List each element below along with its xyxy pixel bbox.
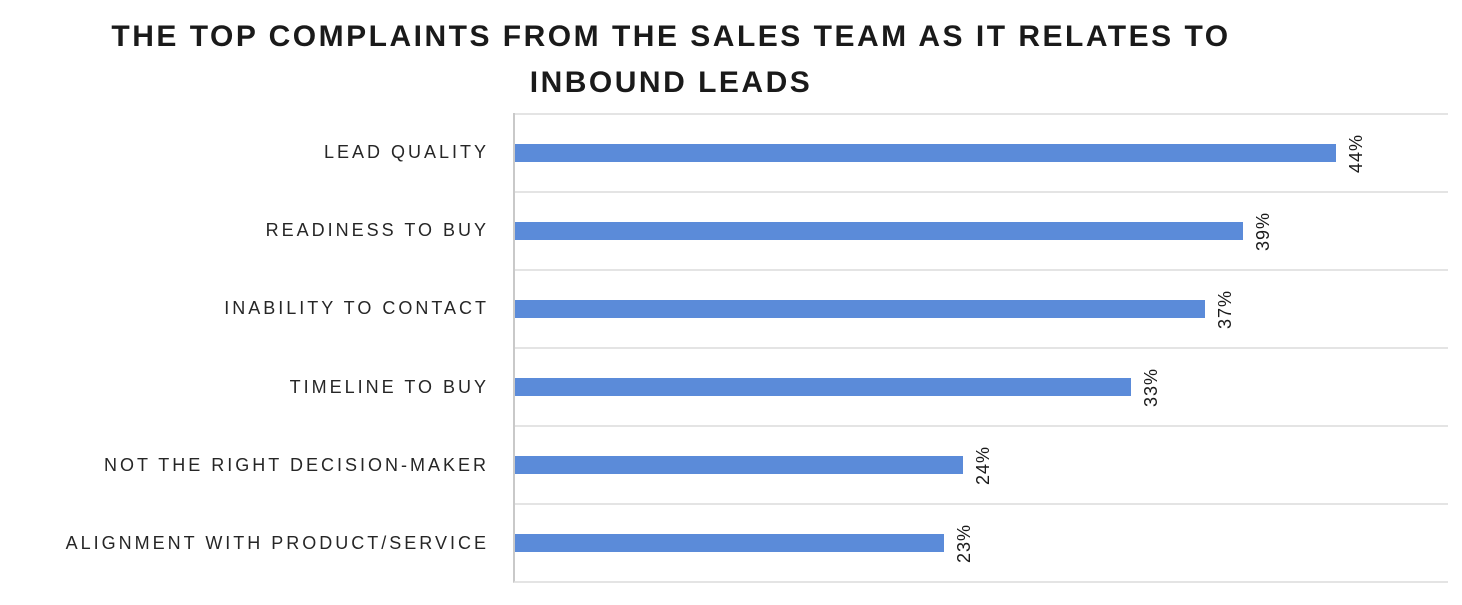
bar: [515, 222, 1243, 240]
plot-band: 23%: [515, 503, 1448, 581]
category-label: LEAD QUALITY: [323, 141, 489, 162]
category-label: NOT THE RIGHT DECISION-MAKER: [103, 454, 489, 475]
chart-title: THE TOP COMPLAINTS FROM THE SALES TEAM A…: [0, 14, 1342, 106]
plot-band: 39%: [515, 191, 1448, 269]
plot-area: 44% 39% 37% 33% 24% 23%: [513, 113, 1448, 583]
bar: [515, 534, 945, 552]
bar: [515, 456, 963, 474]
data-label: 44%: [1346, 133, 1367, 173]
data-label: 39%: [1252, 211, 1273, 251]
category-label: ALIGNMENT WITH PRODUCT/SERVICE: [65, 533, 489, 554]
bar: [515, 378, 1131, 396]
data-label: 33%: [1140, 367, 1161, 407]
category-axis-labels: LEAD QUALITY READINESS TO BUY INABILITY TO…: [0, 113, 489, 583]
plot-band: 37%: [515, 269, 1448, 347]
bar: [515, 300, 1206, 318]
data-label: 37%: [1215, 289, 1236, 329]
plot-band: 44%: [515, 113, 1448, 191]
plot-band: 24%: [515, 425, 1448, 503]
chart-title-line1: THE TOP COMPLAINTS FROM THE SALES TEAM A…: [111, 20, 1231, 53]
category-label: READINESS TO BUY: [265, 219, 489, 240]
category-label: TIMELINE TO BUY: [289, 376, 489, 397]
chart-title-line2: INBOUND LEADS: [529, 66, 813, 99]
category-label: INABILITY TO CONTACT: [224, 298, 489, 319]
plot-band: 33%: [515, 347, 1448, 425]
data-label: 24%: [972, 445, 993, 485]
data-label: 23%: [954, 523, 975, 563]
bar: [515, 144, 1337, 162]
